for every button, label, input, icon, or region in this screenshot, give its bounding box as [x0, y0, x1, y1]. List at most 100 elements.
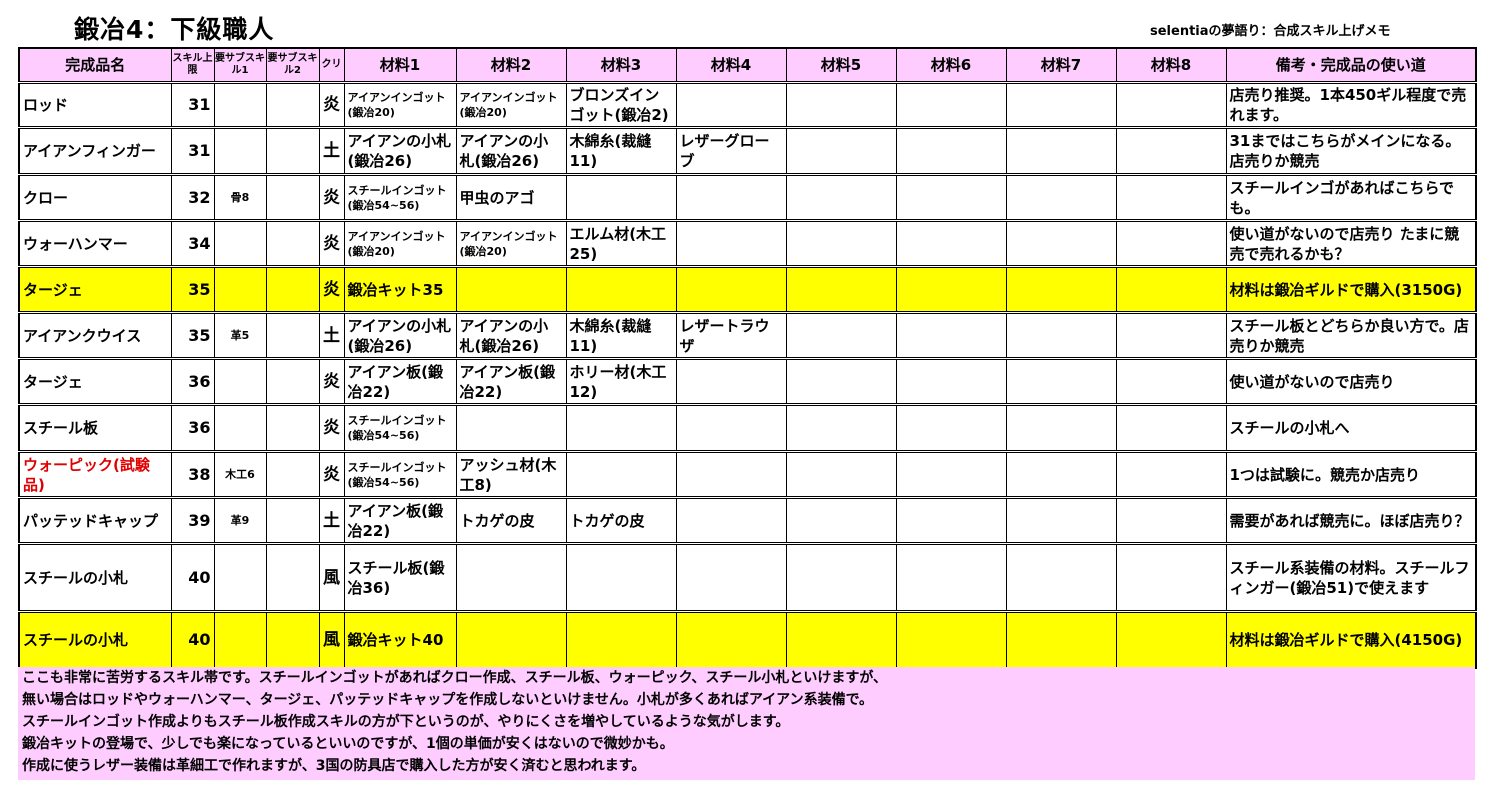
material-7	[1005, 610, 1117, 668]
material-6	[895, 357, 1007, 405]
material-5	[785, 173, 897, 221]
skill-cap: 35	[170, 311, 215, 359]
note: 材料は鍛冶ギルドで購入(3150G)	[1225, 265, 1477, 313]
material-text: トカゲの皮	[459, 511, 535, 530]
material-text: アイアンの小札(鍛冶26)	[459, 132, 549, 170]
material-1: 鍛冶キット35	[343, 265, 457, 313]
material-6	[895, 610, 1007, 668]
sub-skill-2	[265, 542, 320, 612]
table-row: スチールの小札 40 風鍛冶キット40 材料は鍛冶ギルドで購入(4150G)	[18, 610, 1477, 668]
material-3: 木綿糸(裁縫11)	[565, 126, 677, 175]
material-text: スチール板(鍛冶36)	[347, 558, 445, 597]
material-6	[895, 126, 1007, 175]
crystal: 土	[318, 496, 345, 544]
material-2	[455, 403, 567, 452]
material-1: アイアンインゴット(鍛冶20)	[343, 219, 457, 267]
material-8	[1115, 610, 1227, 668]
crystal: 炎	[318, 403, 345, 452]
material-6	[895, 311, 1007, 359]
column-header: 完成品名	[18, 47, 172, 83]
crystal: 炎	[318, 450, 345, 498]
material-text: スチールインゴット(鍛冶54~56)	[347, 414, 447, 442]
material-7	[1005, 265, 1117, 313]
material-text: トカゲの皮	[569, 511, 645, 530]
material-8	[1115, 450, 1227, 498]
sub-skill-2	[265, 450, 320, 498]
footer-line: 無い場合はロッドやウォーハンマー、タージェ、パッテッドキャップを作成しないといけ…	[22, 692, 874, 708]
material-4	[675, 542, 787, 612]
material-8	[1115, 265, 1227, 313]
material-1: アイアンの小札(鍛冶26)	[343, 311, 457, 359]
material-3	[565, 403, 677, 452]
recipe-table: 完成品名 スキル上限 要サブスキル1 要サブスキル2 クリ 材料1 材料2 材料3 材料4 材料5…	[18, 47, 1477, 669]
material-text: アイアン板(鍛冶22)	[347, 362, 444, 401]
page-subtitle: selentiaの夢語り：合成スキル上げメモ	[1150, 24, 1391, 39]
note: 店売り推奨。1本450ギル程度で売れます。	[1225, 81, 1477, 128]
material-6	[895, 403, 1007, 452]
material-6	[895, 219, 1007, 267]
material-6	[895, 496, 1007, 544]
table-row: タージェ 36 炎アイアン板(鍛冶22) アイアン板(鍛冶22) ホリー材(木工12) 使…	[18, 357, 1477, 405]
material-7	[1005, 173, 1117, 221]
material-4: レザートラウザ	[675, 311, 787, 359]
material-2: アイアンの小札(鍛冶26)	[455, 126, 567, 175]
column-header: 材料7	[1005, 47, 1117, 83]
material-1: アイアンの小札(鍛冶26)	[343, 126, 457, 175]
material-text: ホリー材(木工12)	[569, 362, 667, 401]
item-name: アイアンフィンガー	[18, 126, 172, 175]
material-5	[785, 219, 897, 267]
item-name: アイアンクウイス	[18, 311, 172, 359]
material-4	[675, 610, 787, 668]
note: スチールインゴがあればこちらでも。	[1225, 173, 1477, 221]
skill-cap: 39	[170, 496, 215, 544]
crystal: 土	[318, 126, 345, 175]
material-4	[675, 173, 787, 221]
item-name: タージェ	[18, 357, 172, 405]
material-5	[785, 311, 897, 359]
skill-cap: 38	[170, 450, 215, 498]
material-7	[1005, 496, 1117, 544]
footer-line: スチールインゴット作成よりもスチール板作成スキルの方が下というのが、やりにくさを…	[22, 714, 790, 730]
crystal: 風	[318, 542, 345, 612]
material-text: 木綿糸(裁縫11)	[569, 132, 652, 170]
material-1: スチールインゴット(鍛冶54~56)	[343, 173, 457, 221]
column-header: 材料6	[895, 47, 1007, 83]
material-4: レザーグローブ	[675, 126, 787, 175]
material-4	[675, 450, 787, 498]
material-7	[1005, 126, 1117, 175]
material-3: ブロンズインゴット(鍛冶2)	[565, 81, 677, 128]
crystal: 炎	[318, 357, 345, 405]
sub-skill-1: 木工6	[213, 450, 267, 498]
material-text: ブロンズインゴット(鍛冶2)	[569, 86, 669, 124]
material-3	[565, 610, 677, 668]
crystal: 風	[318, 610, 345, 668]
skill-cap: 36	[170, 357, 215, 405]
material-5	[785, 496, 897, 544]
item-name: ウォーピック(試験品)	[18, 450, 172, 498]
table-row: パッテッドキャップ 39 革9 土アイアン板(鍛冶22) トカゲの皮 トカゲの皮 需要があれ…	[18, 496, 1477, 544]
sub-skill-2	[265, 610, 320, 668]
material-2: アイアンインゴット(鍛冶20)	[455, 81, 567, 128]
skill-cap: 36	[170, 403, 215, 452]
material-4	[675, 265, 787, 313]
sub-skill-2	[265, 126, 320, 175]
crystal: 土	[318, 311, 345, 359]
material-text: レザーグローブ	[679, 132, 770, 170]
note: スチールの小札へ	[1225, 403, 1477, 452]
material-3	[565, 265, 677, 313]
table-row: タージェ 35 炎鍛冶キット35 材料は鍛冶ギルドで購入(3150G)	[18, 265, 1477, 313]
material-5	[785, 265, 897, 313]
note: スチール系装備の材料。スチールフィンガー(鍛冶51)で使えます	[1225, 542, 1477, 612]
material-1: スチール板(鍛冶36)	[343, 542, 457, 612]
sub-skill-2	[265, 173, 320, 221]
material-text: アッシュ材(木工8)	[459, 455, 557, 494]
sub-skill-1	[213, 265, 267, 313]
material-5	[785, 126, 897, 175]
column-header: 要サブスキル1	[213, 47, 267, 83]
sub-skill-1	[213, 610, 267, 668]
table-row: ウォーピック(試験品) 38 木工6 炎スチールインゴット(鍛冶54~56) アッシュ材…	[18, 450, 1477, 498]
material-5	[785, 610, 897, 668]
item-name: スチールの小札	[18, 542, 172, 612]
skill-cap: 40	[170, 542, 215, 612]
sub-skill-2	[265, 403, 320, 452]
